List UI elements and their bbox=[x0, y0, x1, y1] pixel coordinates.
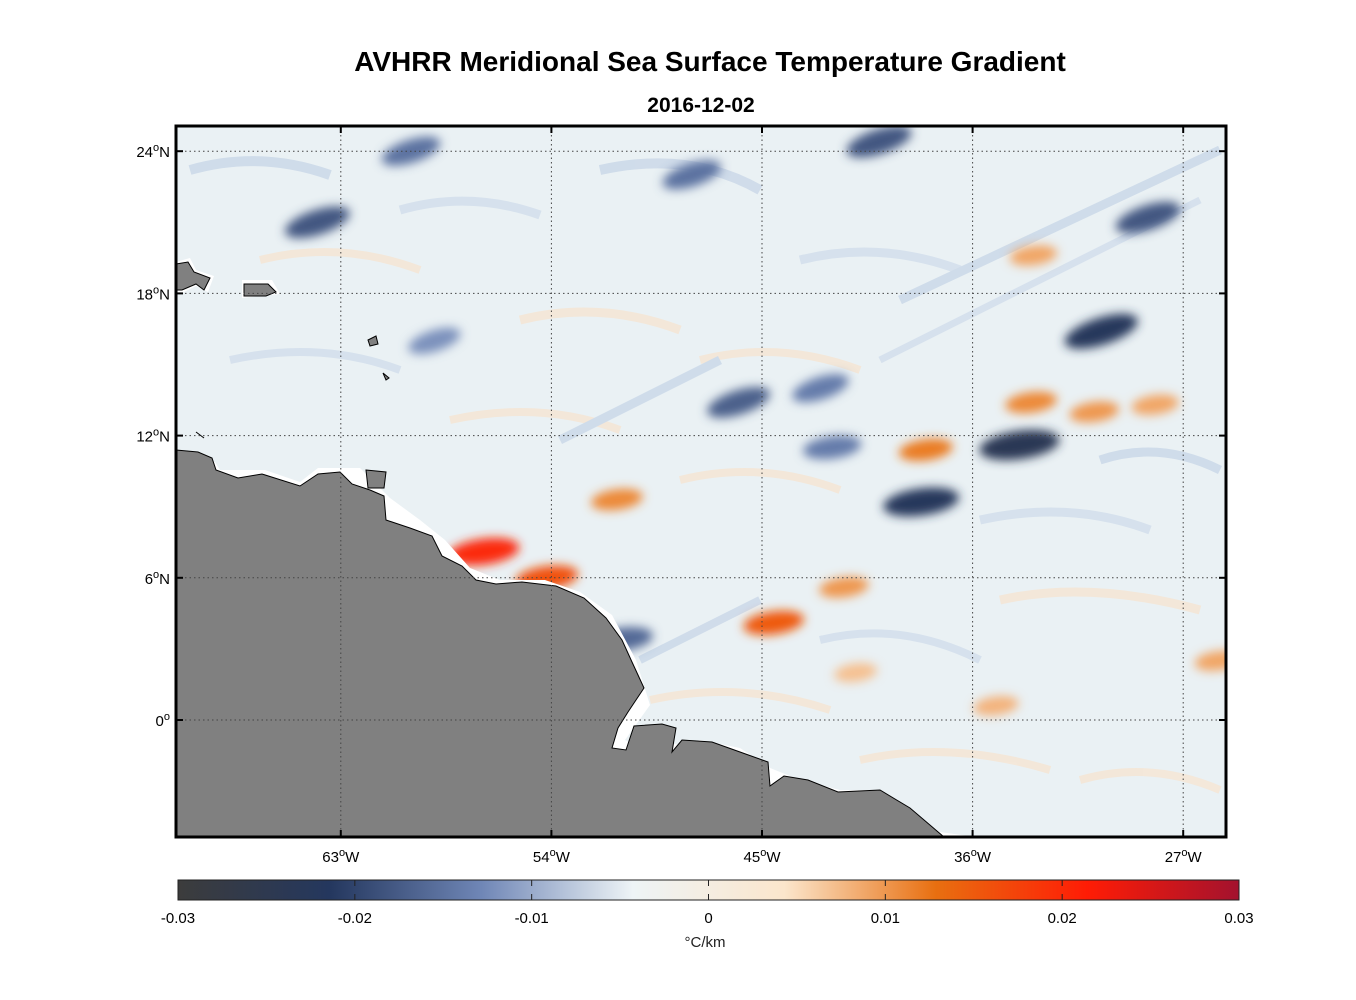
gradient-feature-23 bbox=[846, 126, 912, 158]
lat-tick-label-2: 12oN bbox=[136, 427, 170, 446]
gradient-feature-4 bbox=[819, 576, 869, 598]
grenada-land bbox=[195, 431, 205, 439]
guadeloupe-land bbox=[367, 335, 379, 347]
lon-tick-label-0: 63oW bbox=[322, 847, 360, 866]
gradient-feature-25 bbox=[1267, 420, 1333, 452]
gradient-features bbox=[285, 126, 1333, 716]
lon-tick-label-3: 36oW bbox=[954, 847, 992, 866]
gradient-feature-2 bbox=[743, 610, 804, 635]
puerto-rico-land bbox=[176, 261, 211, 291]
gradient-feature-21 bbox=[285, 206, 350, 239]
gradient-feature-13 bbox=[883, 487, 959, 517]
graticule bbox=[176, 126, 1226, 837]
trinidad-land bbox=[365, 469, 387, 489]
gradient-feature-17 bbox=[707, 387, 770, 418]
colorbar-tick-label-1: -0.02 bbox=[338, 910, 372, 927]
gradient-feature-14 bbox=[979, 429, 1060, 461]
map-frame bbox=[174, 124, 1228, 839]
map-title: AVHRR Meridional Sea Surface Temperature… bbox=[354, 46, 1066, 77]
gradient-feature-20 bbox=[408, 327, 461, 354]
colorbar-tick-label-0: -0.03 bbox=[161, 910, 195, 927]
gradient-feature-9 bbox=[1009, 245, 1058, 266]
gradient-feature-18 bbox=[803, 435, 862, 460]
gradient-feature-24 bbox=[662, 160, 722, 190]
map-subtitle: 2016-12-02 bbox=[647, 94, 755, 117]
gradient-feature-5 bbox=[898, 438, 953, 461]
lon-tick-label-4: 27oW bbox=[1165, 847, 1203, 866]
gradient-feature-15 bbox=[1064, 313, 1138, 349]
colorbar-ticks: -0.03 -0.02 -0.01 0 0.01 0.02 0.03 bbox=[161, 880, 1254, 927]
lat-tick-label-3: 6oN bbox=[145, 569, 170, 588]
gradient-feature-16 bbox=[1115, 201, 1181, 234]
gradient-feature-7 bbox=[1069, 401, 1120, 423]
colorbar-tick-label-6: 0.03 bbox=[1224, 910, 1253, 927]
barbados-land bbox=[382, 372, 390, 381]
south-america-land bbox=[176, 449, 945, 837]
colorbar-tick-label-2: -0.01 bbox=[515, 910, 549, 927]
virgin-islands-land bbox=[243, 283, 277, 297]
colorbar-tick-label-3: 0 bbox=[704, 910, 712, 927]
gradient-feature-0 bbox=[447, 537, 520, 566]
lon-tick-label-2: 45oW bbox=[744, 847, 782, 866]
lon-tick-label-1: 54oW bbox=[533, 847, 571, 866]
colorbar-units: °C/km bbox=[684, 934, 726, 951]
gradient-feature-26 bbox=[792, 374, 849, 403]
lat-tick-label-0: 24oN bbox=[136, 142, 170, 161]
axis-ticks: 63oW 54oW 45oW 36oW 27oW 24oN 18oN 12oN 6oN 0o bbox=[136, 126, 1226, 866]
gradient-feature-11 bbox=[973, 695, 1019, 716]
lat-tick-label-4: 0o bbox=[156, 711, 170, 730]
gradient-feature-6 bbox=[1005, 391, 1057, 414]
gradient-feature-10 bbox=[1194, 650, 1226, 671]
colorbar-tick-label-5: 0.02 bbox=[1048, 910, 1077, 927]
gradient-feature-8 bbox=[1131, 394, 1179, 415]
gradient-feature-3 bbox=[591, 488, 643, 511]
gradient-feature-12 bbox=[834, 663, 878, 683]
lat-tick-label-1: 18oN bbox=[136, 284, 170, 303]
colorbar-tick-label-4: 0.01 bbox=[871, 910, 900, 927]
